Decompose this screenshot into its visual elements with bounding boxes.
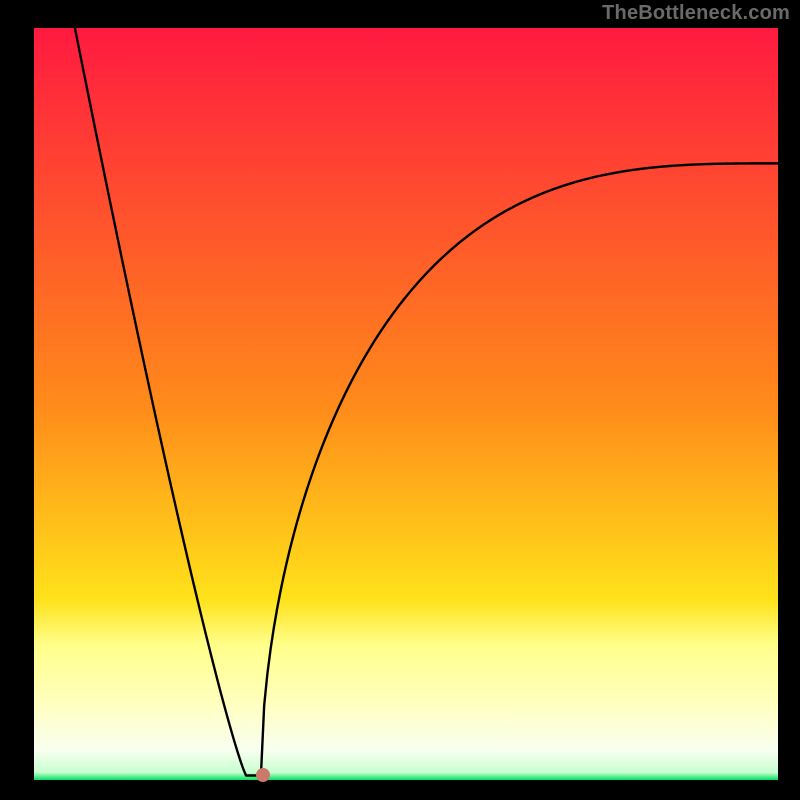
chart-plot-area [34, 28, 778, 780]
watermark-text: TheBottleneck.com [602, 2, 790, 25]
valley-marker-dot [256, 768, 270, 782]
bottleneck-curve [34, 28, 778, 780]
curve-path [75, 28, 778, 775]
